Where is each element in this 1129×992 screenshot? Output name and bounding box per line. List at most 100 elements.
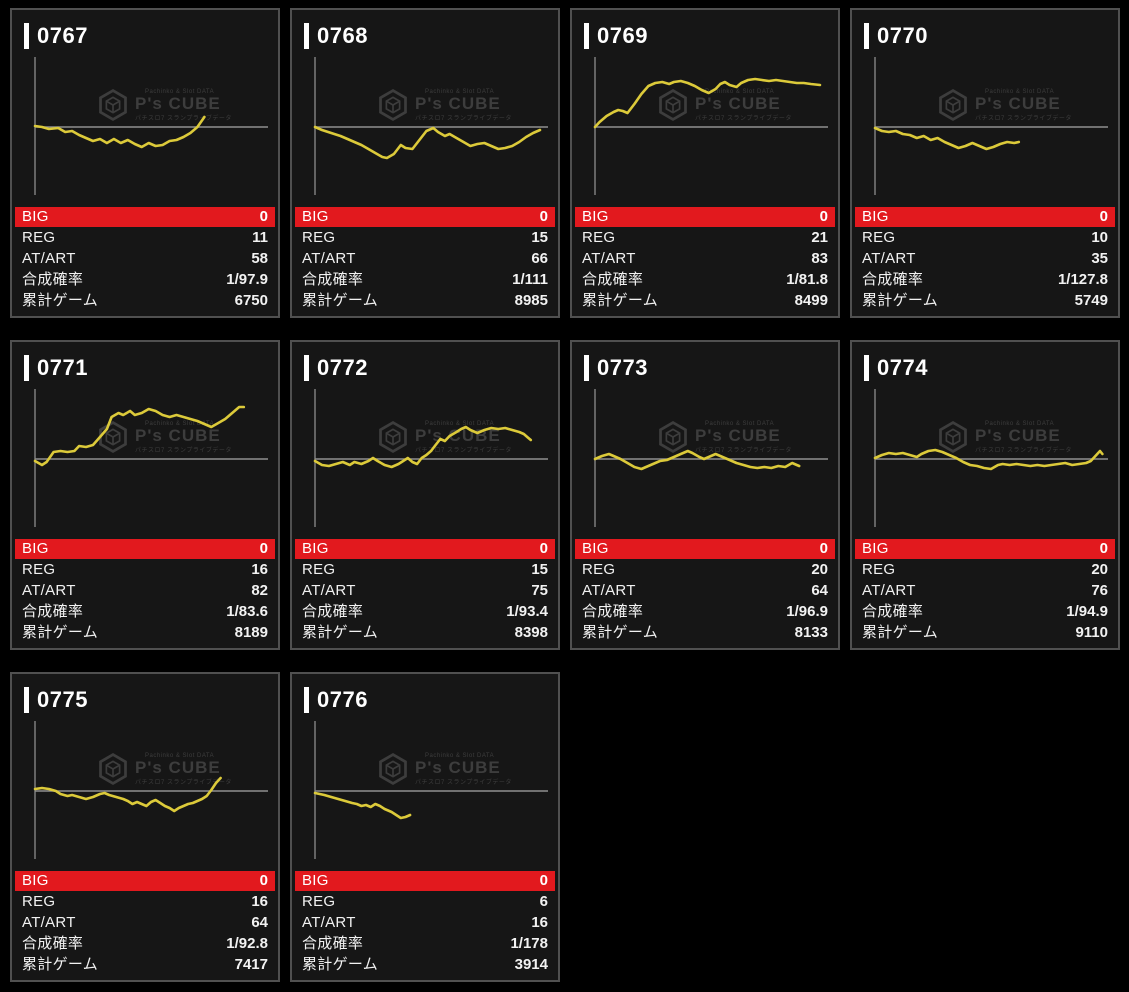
stat-value-at-art: 35 (1091, 250, 1108, 267)
card-title: 0776 (304, 687, 368, 713)
stat-row-big: BIG 0 (575, 539, 835, 559)
stat-row-big: BIG 0 (855, 207, 1115, 227)
slump-graph: Pachinko & Slot DATA P's CUBE パチスロ7 スランプ… (292, 719, 558, 869)
stat-value-reg: 6 (539, 893, 548, 910)
machine-number: 0775 (37, 687, 88, 712)
stat-row-big: BIG 0 (295, 539, 555, 559)
machine-number: 0769 (597, 23, 648, 48)
title-accent-bar (304, 23, 309, 49)
stat-row-big: BIG 0 (15, 871, 275, 891)
stat-row-combined-prob: 合成確率 1/97.9 (15, 270, 275, 290)
title-accent-bar (24, 23, 29, 49)
title-accent-bar (864, 355, 869, 381)
stat-row-total-games: 累計ゲーム 8398 (295, 623, 555, 643)
stat-value-big: 0 (1099, 208, 1108, 225)
stats-table: BIG 0 REG 21 AT/ART 83 合成確率 1/81.8 累計ゲーム… (575, 207, 835, 312)
stat-value-reg: 15 (531, 561, 548, 578)
machine-number: 0768 (317, 23, 368, 48)
machine-card-0768[interactable]: 0768 Pachinko & Slot DATA P's CUBE パチスロ (290, 8, 560, 318)
stat-value-combined-prob: 1/93.4 (506, 603, 548, 620)
title-accent-bar (584, 355, 589, 381)
stat-row-big: BIG 0 (295, 207, 555, 227)
stat-row-reg: REG 11 (15, 228, 275, 248)
stat-label-at-art: AT/ART (582, 582, 636, 599)
stat-row-at-art: AT/ART 58 (15, 249, 275, 269)
card-title: 0771 (24, 355, 88, 381)
stat-label-at-art: AT/ART (302, 914, 356, 931)
stat-label-combined-prob: 合成確率 (582, 603, 644, 620)
card-title: 0773 (584, 355, 648, 381)
stat-value-reg: 10 (1091, 229, 1108, 246)
stat-label-reg: REG (22, 229, 56, 246)
slump-graph: Pachinko & Slot DATA P's CUBE パチスロ7 スランプ… (292, 387, 558, 537)
stat-label-combined-prob: 合成確率 (582, 271, 644, 288)
stats-table: BIG 0 REG 20 AT/ART 76 合成確率 1/94.9 累計ゲーム… (855, 539, 1115, 644)
stat-value-big: 0 (819, 208, 828, 225)
stats-table: BIG 0 REG 20 AT/ART 64 合成確率 1/96.9 累計ゲーム… (575, 539, 835, 644)
stat-label-combined-prob: 合成確率 (22, 271, 84, 288)
machine-card-0770[interactable]: 0770 Pachinko & Slot DATA P's CUBE パチスロ (850, 8, 1120, 318)
stat-row-at-art: AT/ART 66 (295, 249, 555, 269)
stat-row-total-games: 累計ゲーム 8133 (575, 623, 835, 643)
stat-value-combined-prob: 1/111 (512, 271, 548, 288)
stat-value-at-art: 83 (811, 250, 828, 267)
stat-row-big: BIG 0 (15, 539, 275, 559)
stat-label-total-games: 累計ゲーム (302, 956, 379, 973)
machine-card-0772[interactable]: 0772 Pachinko & Slot DATA P's CUBE パチスロ (290, 340, 560, 650)
machine-card-0773[interactable]: 0773 Pachinko & Slot DATA P's CUBE パチスロ (570, 340, 840, 650)
stat-value-total-games: 6750 (234, 292, 268, 309)
stat-value-big: 0 (1099, 540, 1108, 557)
stat-value-big: 0 (819, 540, 828, 557)
stat-value-big: 0 (539, 540, 548, 557)
stat-value-big: 0 (259, 540, 268, 557)
stat-label-at-art: AT/ART (582, 250, 636, 267)
slump-line (873, 126, 1021, 151)
stat-row-combined-prob: 合成確率 1/178 (295, 934, 555, 954)
stats-table: BIG 0 REG 11 AT/ART 58 合成確率 1/97.9 累計ゲーム… (15, 207, 275, 312)
stat-value-at-art: 66 (531, 250, 548, 267)
stat-label-reg: REG (582, 561, 616, 578)
stat-row-at-art: AT/ART 76 (855, 581, 1115, 601)
stat-label-combined-prob: 合成確率 (22, 935, 84, 952)
stat-row-reg: REG 16 (15, 892, 275, 912)
stat-label-reg: REG (862, 229, 896, 246)
stat-label-total-games: 累計ゲーム (302, 624, 379, 641)
stat-row-at-art: AT/ART 35 (855, 249, 1115, 269)
slump-line (33, 405, 246, 467)
stat-row-total-games: 累計ゲーム 8499 (575, 291, 835, 311)
slump-line (313, 425, 533, 469)
stat-row-big: BIG 0 (855, 539, 1115, 559)
machine-card-0774[interactable]: 0774 Pachinko & Slot DATA P's CUBE パチスロ (850, 340, 1120, 650)
stat-value-total-games: 8398 (514, 624, 548, 641)
stat-row-combined-prob: 合成確率 1/127.8 (855, 270, 1115, 290)
machine-number: 0774 (877, 355, 928, 380)
stat-label-big: BIG (22, 540, 49, 557)
machine-card-0767[interactable]: 0767 Pachinko & Slot DATA P's CUBE パチスロ (10, 8, 280, 318)
stat-row-total-games: 累計ゲーム 8189 (15, 623, 275, 643)
stat-label-total-games: 累計ゲーム (862, 624, 939, 641)
stat-label-reg: REG (302, 229, 336, 246)
stat-value-combined-prob: 1/81.8 (786, 271, 828, 288)
stat-row-combined-prob: 合成確率 1/83.6 (15, 602, 275, 622)
stat-value-total-games: 8985 (514, 292, 548, 309)
machine-number: 0767 (37, 23, 88, 48)
stat-label-big: BIG (862, 208, 889, 225)
stat-row-combined-prob: 合成確率 1/111 (295, 270, 555, 290)
card-title: 0769 (584, 23, 648, 49)
machine-card-0769[interactable]: 0769 Pachinko & Slot DATA P's CUBE パチスロ (570, 8, 840, 318)
slump-line (313, 791, 412, 820)
stat-value-big: 0 (259, 208, 268, 225)
stat-row-big: BIG 0 (15, 207, 275, 227)
machine-card-0776[interactable]: 0776 Pachinko & Slot DATA P's CUBE パチスロ (290, 672, 560, 982)
stat-label-total-games: 累計ゲーム (862, 292, 939, 309)
machine-card-0775[interactable]: 0775 Pachinko & Slot DATA P's CUBE パチスロ (10, 672, 280, 982)
machine-number: 0772 (317, 355, 368, 380)
stat-label-combined-prob: 合成確率 (302, 935, 364, 952)
stat-row-reg: REG 20 (575, 560, 835, 580)
title-accent-bar (584, 23, 589, 49)
stat-value-reg: 20 (811, 561, 828, 578)
card-title: 0768 (304, 23, 368, 49)
machine-card-0771[interactable]: 0771 Pachinko & Slot DATA P's CUBE パチスロ (10, 340, 280, 650)
stat-row-total-games: 累計ゲーム 9110 (855, 623, 1115, 643)
stat-row-at-art: AT/ART 16 (295, 913, 555, 933)
